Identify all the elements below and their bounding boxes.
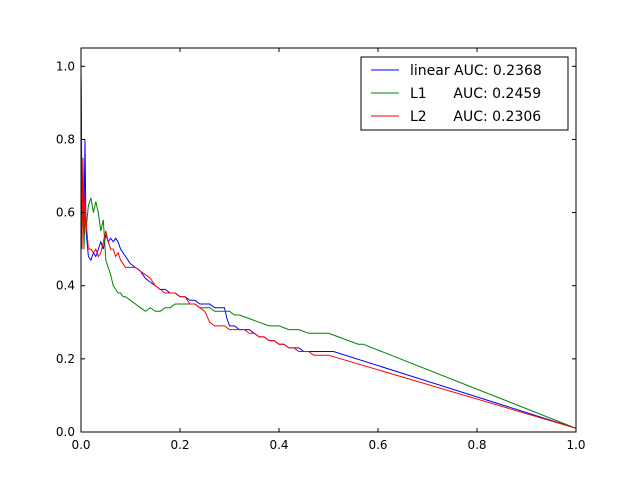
series-line-l2 [81, 73, 576, 429]
x-tick-label: 0.0 [71, 438, 90, 452]
plot-frame [80, 47, 577, 433]
x-tick-label: 0.8 [467, 438, 486, 452]
y-tick-label: 0.0 [56, 425, 75, 439]
y-tick-label: 0.6 [56, 206, 75, 220]
legend: linear AUC: 0.2368 L1 AUC: 0.2459 L2 AUC: … [360, 56, 569, 131]
y-tick-label: 1.0 [56, 59, 75, 73]
series-line-l1 [81, 77, 576, 429]
series-lines [81, 66, 576, 429]
y-axis-ticks: 0.0 0.2 0.4 0.6 0.8 1.0 [56, 59, 576, 439]
y-tick-label: 0.2 [56, 352, 75, 366]
x-tick-label: 1.0 [566, 438, 585, 452]
x-tick-label: 0.4 [269, 438, 288, 452]
legend-label-linear: linear AUC: 0.2368 [410, 63, 542, 79]
x-tick-label: 0.2 [170, 438, 189, 452]
x-tick-label: 0.6 [368, 438, 387, 452]
y-tick-label: 0.4 [56, 279, 75, 293]
legend-label-l1: L1 AUC: 0.2459 [410, 86, 541, 102]
y-tick-label: 0.8 [56, 132, 75, 146]
legend-label-l2: L2 AUC: 0.2306 [410, 109, 541, 125]
x-axis-ticks: 0.0 0.2 0.4 0.6 0.8 1.0 [71, 48, 586, 452]
